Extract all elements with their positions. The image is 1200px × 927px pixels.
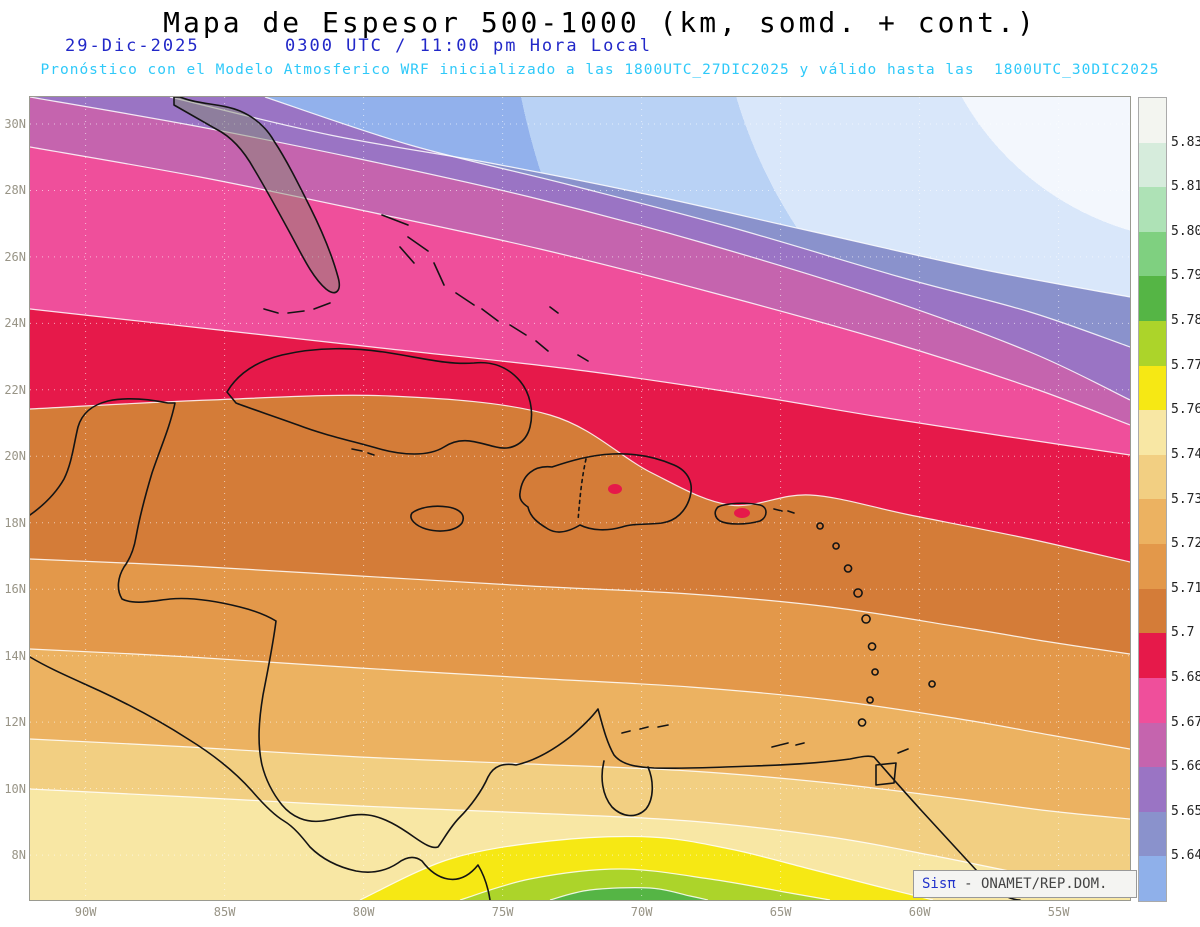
- colorbar-value-5.772: 5.772: [1171, 357, 1200, 373]
- colorbar-segment-0: [1139, 98, 1166, 143]
- lon-label-55W: 55W: [1047, 905, 1070, 919]
- coast-trinidad-tobago: [875, 748, 909, 786]
- colorbar-value-5.676: 5.676: [1171, 714, 1200, 730]
- contour-lightorange-5.724-5.736: [30, 648, 1130, 750]
- colorbar-value-5.831: 5.831: [1171, 134, 1200, 150]
- valid-time: 0300 UTC / 11:00 pm Hora Local: [285, 36, 653, 56]
- colorbar-segment-15: [1139, 767, 1166, 812]
- coast-cuba: [226, 347, 533, 455]
- colorbar-value-5.783: 5.783: [1171, 313, 1200, 329]
- lat-label-22N: 22N: [4, 382, 26, 397]
- colorbar-value-5.64: 5.64: [1171, 848, 1200, 864]
- coast-jamaica: [410, 505, 464, 532]
- colorbar-value-5.736: 5.736: [1171, 491, 1200, 507]
- colorbar-value-5.795: 5.795: [1171, 268, 1200, 284]
- credit-badge: Sisπ - ONAMET/REP.DOM.: [913, 870, 1137, 898]
- contour-chartreuse-5.772-5.783: [459, 868, 831, 900]
- colorbar-segment-8: [1139, 454, 1166, 500]
- contour-tan-5.736-5.748: [30, 738, 1130, 820]
- lon-label-80W: 80W: [352, 905, 375, 919]
- colorbar-value-5.748: 5.748: [1171, 446, 1200, 462]
- lat-label-14N: 14N: [4, 648, 26, 663]
- lon-label-85W: 85W: [213, 905, 236, 919]
- page-title: Mapa de Espesor 500-1000 (km, somd. + co…: [163, 6, 1037, 39]
- colorbar-segment-11: [1139, 588, 1166, 634]
- colorbar-segment-16: [1139, 811, 1166, 857]
- lat-label-24N: 24N: [4, 316, 26, 331]
- coast-florida-keys: [263, 302, 331, 314]
- contour-orange-5.712-5.724: [30, 558, 1130, 655]
- contour-pink-5.676-5.688: [30, 146, 1130, 426]
- coast-venezuela-islands: [621, 724, 805, 748]
- coast-cayman: [351, 448, 375, 456]
- colorbar-value-5.7: 5.7: [1171, 625, 1195, 641]
- coast-lake-maracaibo: [601, 760, 654, 817]
- credit-text: - ONAMET/REP.DOM.: [955, 876, 1108, 892]
- lon-label-70W: 70W: [630, 905, 653, 919]
- contour-purple-5.652-5.664: [264, 97, 1130, 348]
- colorbar-segment-4: [1139, 276, 1166, 322]
- lat-label-28N: 28N: [4, 183, 26, 198]
- colorbar-segment-7: [1139, 410, 1166, 455]
- contour-darkorange-5.7-5.712: [30, 394, 1130, 563]
- thickness-colorbar: [1138, 97, 1167, 902]
- lon-label-75W: 75W: [491, 905, 514, 919]
- coast-hispaniola: [519, 453, 692, 533]
- band-chartreuse-5.772-5.783: [460, 869, 830, 900]
- lat-label-20N: 20N: [4, 449, 26, 464]
- lat-label-18N: 18N: [4, 515, 26, 530]
- colorbar-segment-9: [1139, 499, 1166, 545]
- coast-bahamas: [381, 214, 589, 362]
- contour-cream-5.748-5.76: [30, 788, 1130, 893]
- colorbar-segment-2: [1139, 187, 1166, 232]
- lat-label-8N: 8N: [11, 848, 26, 863]
- coast-puerto-rico: [714, 502, 767, 525]
- colorbar-segment-17: [1139, 856, 1166, 901]
- hispaniola-warm-spot: [608, 484, 622, 494]
- colorbar-value-5.652: 5.652: [1171, 803, 1200, 819]
- colorbar-value-5.712: 5.712: [1171, 580, 1200, 596]
- sispi-logo: Sisπ: [922, 876, 956, 892]
- coast-florida: [173, 97, 341, 294]
- colorbar-segment-10: [1139, 544, 1166, 589]
- colorbar-value-5.76: 5.76: [1171, 402, 1200, 418]
- lat-label-26N: 26N: [4, 249, 26, 264]
- lon-label-90W: 90W: [74, 905, 97, 919]
- map-canvas: [29, 96, 1131, 901]
- forecast-model-note: Pronóstico con el Modelo Atmosferico WRF…: [40, 62, 1160, 78]
- colorbar-segment-5: [1139, 321, 1166, 366]
- colorbar-segment-3: [1139, 231, 1166, 277]
- contour-red-5.688-5.7: [30, 308, 1130, 456]
- contour-green-5.783-5.795: [549, 887, 709, 900]
- colorbar-segment-13: [1139, 677, 1166, 723]
- lat-label-16N: 16N: [4, 582, 26, 597]
- lat-label-10N: 10N: [4, 781, 26, 796]
- colorbar-segment-1: [1139, 142, 1166, 188]
- lat-label-30N: 30N: [4, 117, 26, 131]
- puerto-rico-warm-spot: [734, 508, 750, 518]
- lon-label-65W: 65W: [769, 905, 792, 919]
- colorbar-value-5.819: 5.819: [1171, 179, 1200, 195]
- colorbar-segment-12: [1139, 633, 1166, 678]
- lat-label-12N: 12N: [4, 715, 26, 730]
- band-yellow-5.76-5.772: [360, 836, 933, 900]
- coast-lesser-antilles: [773, 508, 936, 727]
- contour-slate-5.64-5.652: [169, 97, 1130, 298]
- coast-central-america-caribbean-coast: [30, 398, 1021, 900]
- lon-label-60W: 60W: [908, 905, 931, 919]
- colorbar-value-5.688: 5.688: [1171, 669, 1200, 685]
- coast-pacific-coast: [30, 656, 491, 900]
- colorbar-value-5.807: 5.807: [1171, 223, 1200, 239]
- colorbar-segment-6: [1139, 365, 1166, 411]
- colorbar-value-5.724: 5.724: [1171, 536, 1200, 552]
- contour-magenta-5.664-5.676: [30, 97, 1130, 401]
- colorbar-segment-14: [1139, 722, 1166, 768]
- contour-yellow-5.76-5.772: [359, 835, 934, 900]
- coast-haiti-dr-border: [577, 458, 587, 522]
- valid-date: 29-Dic-2025: [65, 36, 200, 56]
- colorbar-value-5.664: 5.664: [1171, 759, 1200, 775]
